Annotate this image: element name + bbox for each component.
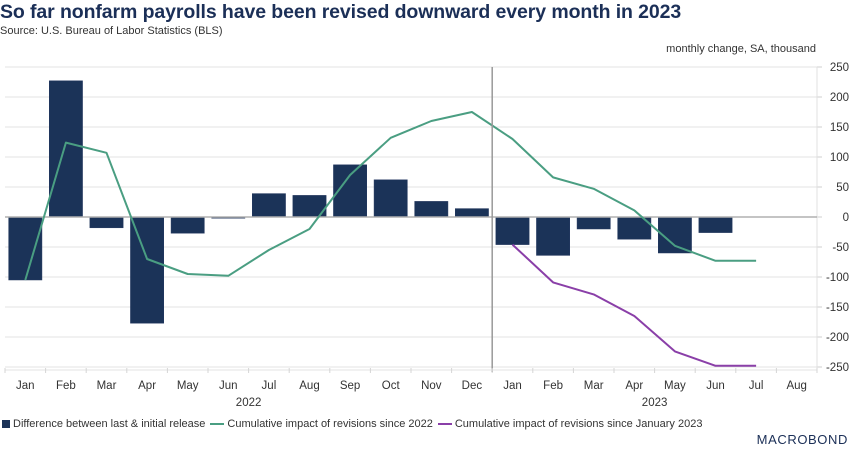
legend-label-bars: Difference between last & initial releas… <box>13 418 206 430</box>
x-tick-label: Jul <box>262 380 277 392</box>
legend-swatch-cumulative-2023 <box>437 423 452 425</box>
bar <box>414 201 449 218</box>
y-tick-label: -50 <box>832 242 849 254</box>
bar <box>89 216 124 229</box>
chart-title: So far nonfarm payrolls have been revise… <box>0 1 682 23</box>
bar <box>455 208 489 218</box>
x-tick-label: Jun <box>706 380 725 392</box>
bar <box>576 216 611 230</box>
y-tick-label: 250 <box>830 62 849 74</box>
legend-swatch-cumulative-2022 <box>210 423 225 425</box>
bar <box>130 216 164 324</box>
legend: Difference between last & initial releas… <box>2 418 707 430</box>
bar <box>252 193 286 218</box>
x-year-label: 2023 <box>642 397 668 409</box>
y-tick-label: 0 <box>843 212 849 224</box>
legend-item-cumulative-2023: Cumulative impact of revisions since Jan… <box>437 418 703 430</box>
bar <box>536 216 570 256</box>
x-tick-label: Feb <box>543 380 563 392</box>
bar-series <box>8 80 733 324</box>
x-tick-label: Sep <box>340 380 360 392</box>
y-tick-label: -100 <box>826 272 849 284</box>
legend-label-cumulative-2022: Cumulative impact of revisions since 202… <box>227 418 433 430</box>
x-tick-label: Jul <box>749 380 764 392</box>
x-tick-label: Aug <box>786 380 806 392</box>
legend-item-bars: Difference between last & initial releas… <box>2 418 205 430</box>
y-axis-label: monthly change, SA, thousand <box>666 43 816 55</box>
y-tick-label: 50 <box>836 182 849 194</box>
bar <box>8 216 43 281</box>
y-tick-label: -150 <box>826 302 849 314</box>
x-year-label: 2022 <box>236 397 262 409</box>
y-tick-label: 100 <box>830 152 849 164</box>
legend-item-cumulative-2022: Cumulative impact of revisions since 202… <box>210 418 433 430</box>
bar <box>170 216 205 234</box>
x-tick-label: Apr <box>625 380 643 392</box>
x-tick-label: Feb <box>56 380 76 392</box>
x-tick-label: Jun <box>219 380 238 392</box>
x-tick-label: Nov <box>421 380 442 392</box>
bar <box>495 216 530 245</box>
line-series <box>24 111 757 367</box>
x-tick-label: Jan <box>16 380 35 392</box>
y-tick-label: -250 <box>826 362 849 374</box>
x-tick-label: May <box>177 380 199 392</box>
legend-label-cumulative-2023: Cumulative impact of revisions since Jan… <box>454 418 703 430</box>
x-tick-label: Dec <box>462 380 483 392</box>
x-tick-label: Apr <box>138 380 156 392</box>
y-axis-ticks: 250 200 150 100 50 0 -50 -100 -150 -200 -250 <box>826 62 849 374</box>
y-tick-label: -200 <box>826 332 849 344</box>
x-tick-label: May <box>664 380 686 392</box>
bar <box>49 80 83 218</box>
x-tick-label: Aug <box>299 380 319 392</box>
x-tick-label: Oct <box>382 380 401 392</box>
bar <box>373 179 408 218</box>
bar <box>698 216 733 233</box>
y-tick-label: 150 <box>830 122 849 134</box>
x-axis: Jan Feb Mar Apr May Jun Jul Aug Sep Oct Nov Dec Jan F… <box>4 368 818 409</box>
x-tick-label: Mar <box>97 380 117 392</box>
x-tick-label: Mar <box>584 380 604 392</box>
line-cumulative-2023 <box>511 243 757 367</box>
chart-subtitle: Source: U.S. Bureau of Labor Statistics … <box>0 25 223 37</box>
macrobond-logo: MACROBOND <box>756 432 848 447</box>
legend-swatch-bars <box>2 420 10 428</box>
y-tick-label: 200 <box>830 92 849 104</box>
x-tick-label: Jan <box>503 380 522 392</box>
